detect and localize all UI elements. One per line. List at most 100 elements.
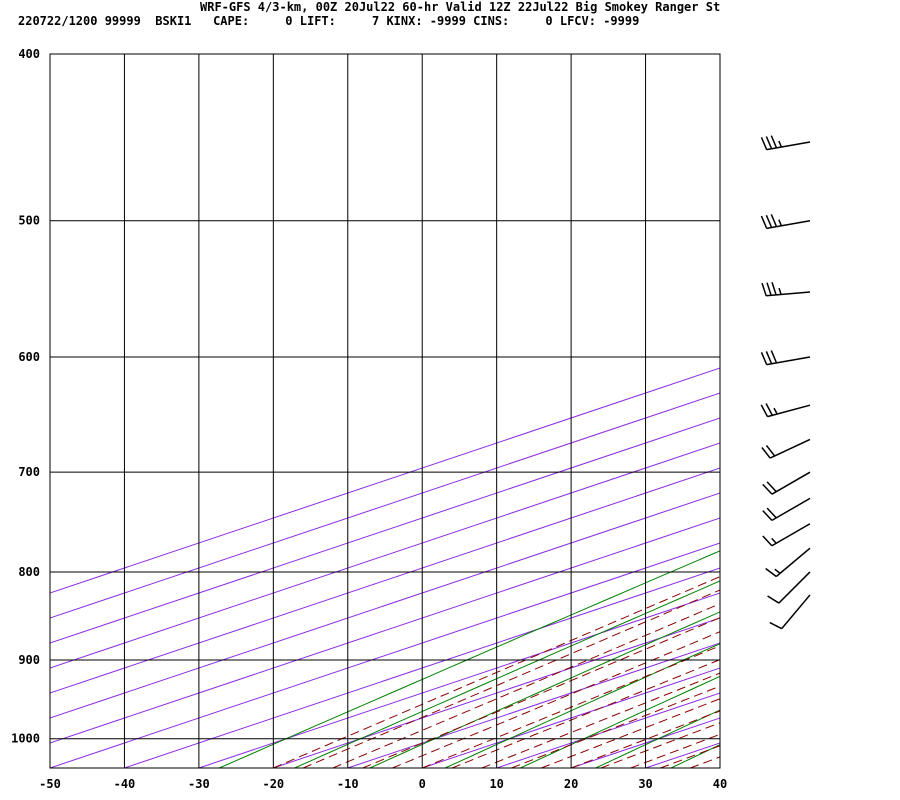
moist-adiabat-line [660, 745, 720, 768]
wind-barb-staff [778, 571, 811, 604]
y-tick-label: 400 [18, 47, 40, 61]
wind-barb-flag [766, 481, 777, 493]
grid-lines [49, 53, 721, 768]
wind-barb-flag [770, 135, 778, 149]
wind-barb-flag [765, 444, 776, 457]
wind-barb-flag [762, 535, 773, 547]
wind-barb-staff [766, 141, 811, 151]
wind-barb-staff [775, 547, 811, 578]
wind-barb [765, 547, 811, 578]
wind-barb-staff [771, 523, 811, 547]
moist-adiabat-line [392, 631, 720, 768]
dry-adiabat-line [822, 54, 900, 768]
x-tick-label: -50 [39, 777, 61, 791]
x-tick-label: 40 [713, 777, 727, 791]
isotherm-line [50, 367, 720, 594]
background-lines [50, 54, 900, 768]
wind-barb-flag [760, 137, 768, 150]
wind-barb-flag [765, 351, 773, 365]
chart-title: WRF-GFS 4/3-km, 00Z 20Jul22 60-hr Valid … [200, 0, 721, 14]
wind-barb-half-flag [773, 407, 778, 415]
wind-barb-staff [781, 594, 811, 630]
isotherm-line [50, 442, 720, 669]
isotherm-line [496, 692, 720, 768]
wind-barb-flag [766, 282, 772, 296]
isotherm-line [50, 492, 720, 719]
dry-adiabat-line [369, 611, 720, 768]
wind-barb-flag [767, 595, 780, 604]
wind-barb-staff [766, 220, 811, 230]
wind-barb [762, 523, 811, 547]
x-tick-label: 20 [564, 777, 578, 791]
moist-adiabat-line [570, 710, 720, 768]
wind-barb [762, 471, 811, 495]
wind-barb [761, 282, 811, 297]
dry-adiabat-line [294, 580, 720, 768]
isotherm-line [422, 667, 720, 768]
moist-adiabat-line [302, 589, 720, 768]
isotherm-line [570, 717, 720, 768]
isotherm-line [50, 542, 720, 768]
wind-barb [760, 214, 811, 230]
axis-tick-labels: -50 -40 -30 -20 -10 0 10 20 30 40 400 500 600 700 800 9… [11, 47, 727, 791]
x-tick-label: -40 [114, 777, 136, 791]
isotherm-line [50, 467, 720, 694]
wind-barb-flag [762, 510, 773, 521]
moist-adiabat-line [451, 659, 720, 768]
isotherm-line [719, 767, 720, 768]
wind-barb-half-flag [778, 140, 783, 148]
isotherm-line [50, 392, 720, 619]
y-tick-label: 700 [18, 465, 40, 479]
plot-border [49, 53, 721, 769]
dry-adiabat-line [520, 675, 720, 768]
wind-barb-flag [765, 136, 773, 150]
dry-adiabat-line [444, 643, 720, 768]
wind-barb-staff [771, 497, 811, 522]
wind-barb-flag [765, 403, 773, 416]
wind-barb [760, 403, 811, 418]
isotherm-line [347, 642, 720, 768]
wind-barb-flag [760, 215, 768, 229]
wind-barb-staff [767, 404, 811, 418]
moist-adiabat-line [541, 698, 720, 768]
x-tick-label: -20 [262, 777, 284, 791]
moist-adiabat-line [332, 603, 720, 768]
moist-adiabat-line [273, 576, 720, 768]
isotherm-line [50, 517, 720, 744]
isotherm-line [794, 54, 900, 768]
dry-adiabat-line [219, 550, 720, 768]
x-tick-label: -30 [188, 777, 210, 791]
wind-barb-staff [766, 291, 811, 297]
moist-adiabat-line [422, 645, 720, 768]
x-tick-label: -10 [337, 777, 359, 791]
chart-subtitle: 220722/1200 99999 BSKI1 CAPE: 0 LIFT: 7 … [18, 14, 640, 28]
wind-barb [769, 594, 811, 630]
y-tick-label: 500 [18, 214, 40, 228]
wind-barb-staff [766, 356, 811, 366]
x-tick-label: 0 [419, 777, 426, 791]
wind-barb [767, 571, 811, 604]
wind-barb-flag [771, 282, 777, 296]
wind-barb [760, 135, 811, 151]
wind-barb-half-flag [774, 568, 781, 574]
wind-barb-flag [761, 447, 771, 459]
wind-barb [762, 497, 811, 522]
x-tick-label: 10 [489, 777, 503, 791]
wind-barb-staff [769, 438, 811, 459]
wind-barb [761, 438, 811, 459]
isotherm-line [198, 592, 720, 768]
moist-adiabat-line [511, 685, 720, 768]
wind-barbs [760, 135, 811, 630]
wind-barb-flag [770, 350, 778, 364]
wind-barb-flag [760, 404, 769, 417]
plot-frame [49, 53, 721, 769]
dry-adiabat-line [595, 709, 720, 768]
y-tick-label: 600 [18, 350, 40, 364]
wind-barb-flag [766, 507, 777, 519]
wind-barb-half-flag [778, 287, 782, 295]
y-tick-label: 800 [18, 565, 40, 579]
wind-barb-flag [770, 214, 778, 227]
wind-barb-flag [761, 282, 767, 297]
x-tick-label: 30 [638, 777, 652, 791]
